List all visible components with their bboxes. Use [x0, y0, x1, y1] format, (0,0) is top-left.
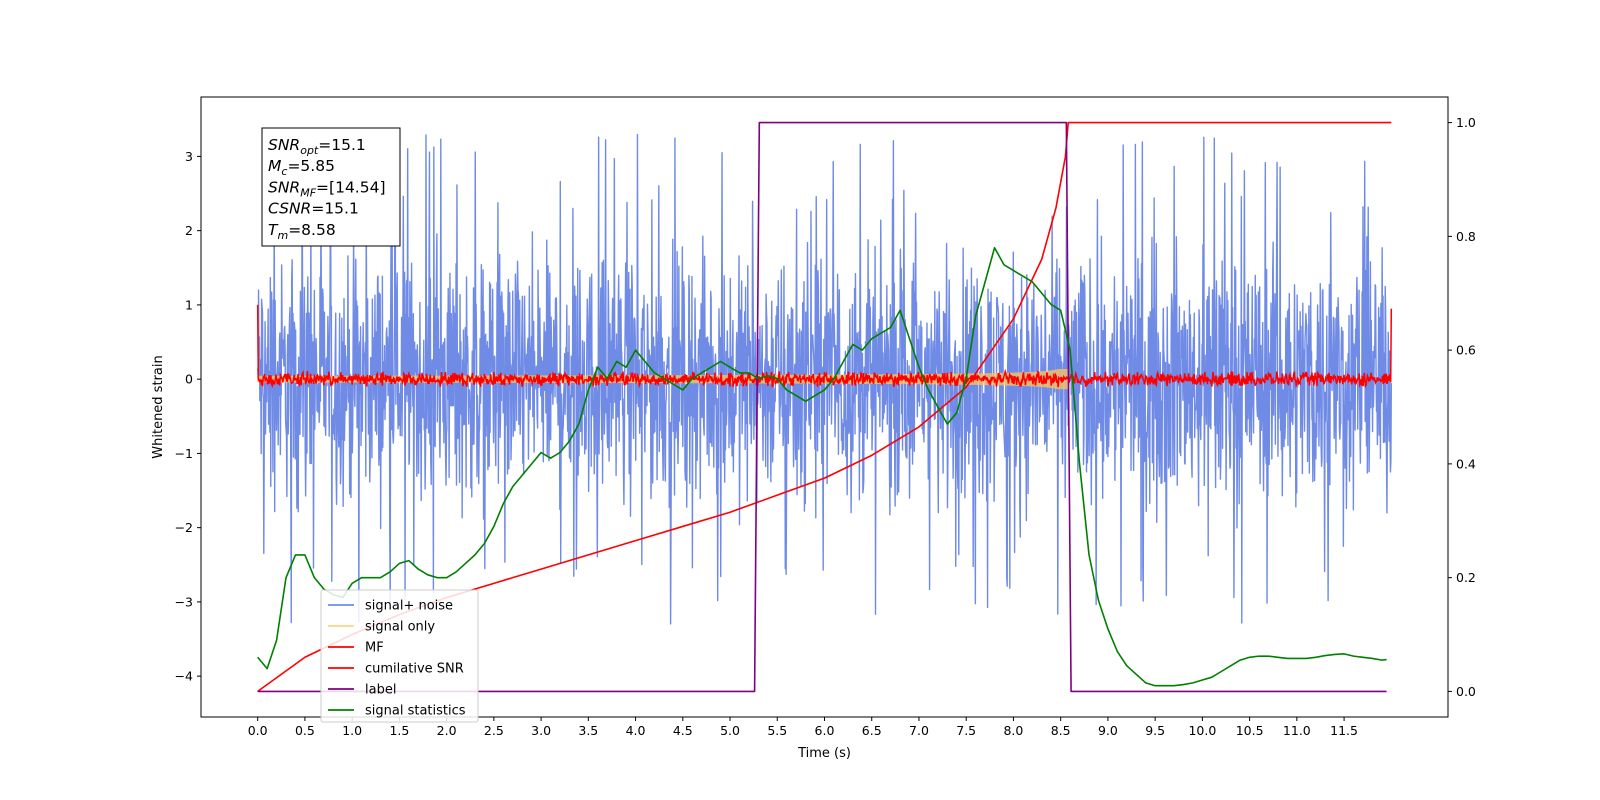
- series-mf: [256, 304, 1393, 390]
- legend-entry: signal only: [365, 620, 435, 635]
- y-axis-left: −4 −3 −2 −1 0 1 2 3: [175, 149, 201, 684]
- x-tick-label: 0.0: [248, 723, 268, 738]
- series-signal-noise: [256, 133, 1393, 625]
- legend-entry: signal statistics: [365, 704, 466, 719]
- y-tick-label: 3: [185, 149, 193, 164]
- y-tick-label: −3: [175, 594, 193, 609]
- y2-tick-label: 0.2: [1456, 570, 1476, 585]
- info-sub: c: [281, 165, 287, 178]
- info-var: CSNR: [268, 200, 311, 218]
- info-sub: opt: [300, 144, 319, 157]
- info-var: M: [268, 157, 281, 175]
- x-tick-label: 5.0: [720, 723, 740, 738]
- x-tick-label: 8.5: [1051, 723, 1071, 738]
- info-var: SNR: [268, 178, 300, 196]
- x-tick-label: 2.5: [484, 723, 504, 738]
- info-value: =15.1: [311, 200, 359, 218]
- x-tick-label: 4.0: [626, 723, 646, 738]
- y-axis-label: Whitened strain: [151, 355, 166, 458]
- info-line: Mc=5.85: [268, 157, 335, 178]
- x-tick-label: 2.0: [437, 723, 457, 738]
- y-tick-label: 0: [185, 372, 193, 387]
- y2-tick-label: 0.0: [1456, 684, 1476, 699]
- legend-frame: [320, 589, 479, 723]
- info-value: =8.58: [288, 221, 336, 239]
- x-tick-label: 10.5: [1236, 723, 1264, 738]
- x-tick-label: 4.5: [673, 723, 693, 738]
- info-sub: m: [277, 229, 288, 242]
- x-tick-label: 3.5: [578, 723, 598, 738]
- info-var: T: [268, 221, 279, 239]
- info-line: SNRopt=15.1: [268, 136, 366, 157]
- x-tick-label: 0.5: [295, 723, 315, 738]
- x-tick-label: 11.5: [1330, 723, 1358, 738]
- x-tick-label: 7.5: [956, 723, 976, 738]
- x-tick-label: 10.0: [1188, 723, 1216, 738]
- y2-tick-label: 1.0: [1456, 115, 1476, 130]
- y-tick-label: −2: [175, 520, 193, 535]
- info-line: SNRMF=[14.54]: [268, 178, 386, 199]
- x-tick-label: 1.5: [389, 723, 409, 738]
- series-label: [257, 121, 1387, 693]
- info-value: =15.1: [318, 136, 366, 154]
- y2-tick-label: 0.6: [1456, 343, 1476, 358]
- legend-entry: signal+ noise: [365, 599, 453, 614]
- y-tick-label: −1: [175, 446, 193, 461]
- x-tick-label: 9.0: [1098, 723, 1118, 738]
- series-signal-only: [257, 369, 1069, 390]
- info-line: Tm=8.58: [268, 221, 336, 242]
- x-tick-label: 6.0: [815, 723, 835, 738]
- y2-tick-label: 0.4: [1456, 456, 1476, 471]
- legend-entry: label: [365, 683, 396, 698]
- info-value: =5.85: [287, 157, 335, 175]
- y-axis-right: 0.0 0.2 0.4 0.6 0.8 1.0: [1448, 115, 1476, 699]
- x-tick-label: 11.0: [1283, 723, 1311, 738]
- y-tick-label: 1: [185, 297, 193, 312]
- y-tick-label: 2: [185, 223, 193, 238]
- x-axis-label: Time (s): [797, 746, 851, 761]
- y2-tick-label: 0.8: [1456, 229, 1476, 244]
- x-tick-label: 3.0: [531, 723, 551, 738]
- info-sub: MF: [300, 186, 316, 199]
- x-tick-label: 1.0: [342, 723, 362, 738]
- x-tick-label: 6.5: [862, 723, 882, 738]
- legend-entry: MF: [365, 641, 384, 656]
- x-tick-label: 9.5: [1145, 723, 1165, 738]
- x-tick-label: 5.5: [767, 723, 787, 738]
- legend: signal+ noise signal only MF cumilative SNR…: [320, 589, 479, 723]
- x-axis: 0.0 0.5 1.0 1.5 2.0 2.5 3.0 3.5 4.0 4.5 5.0 5.5 6.0 6…: [248, 717, 1358, 738]
- x-tick-label: 8.0: [1003, 723, 1023, 738]
- y-tick-label: −4: [175, 669, 193, 684]
- info-box-frame: [261, 127, 401, 247]
- info-value: =[14.54]: [316, 178, 385, 196]
- info-line: CSNR=15.1: [268, 200, 359, 218]
- info-var: SNR: [268, 136, 300, 154]
- info-box: SNRopt=15.1Mc=5.85SNRMF=[14.54]CSNR=15.1…: [261, 127, 401, 247]
- series-signal-statistics: [257, 246, 1387, 687]
- x-tick-label: 7.0: [909, 723, 929, 738]
- legend-entry: cumilative SNR: [365, 662, 464, 677]
